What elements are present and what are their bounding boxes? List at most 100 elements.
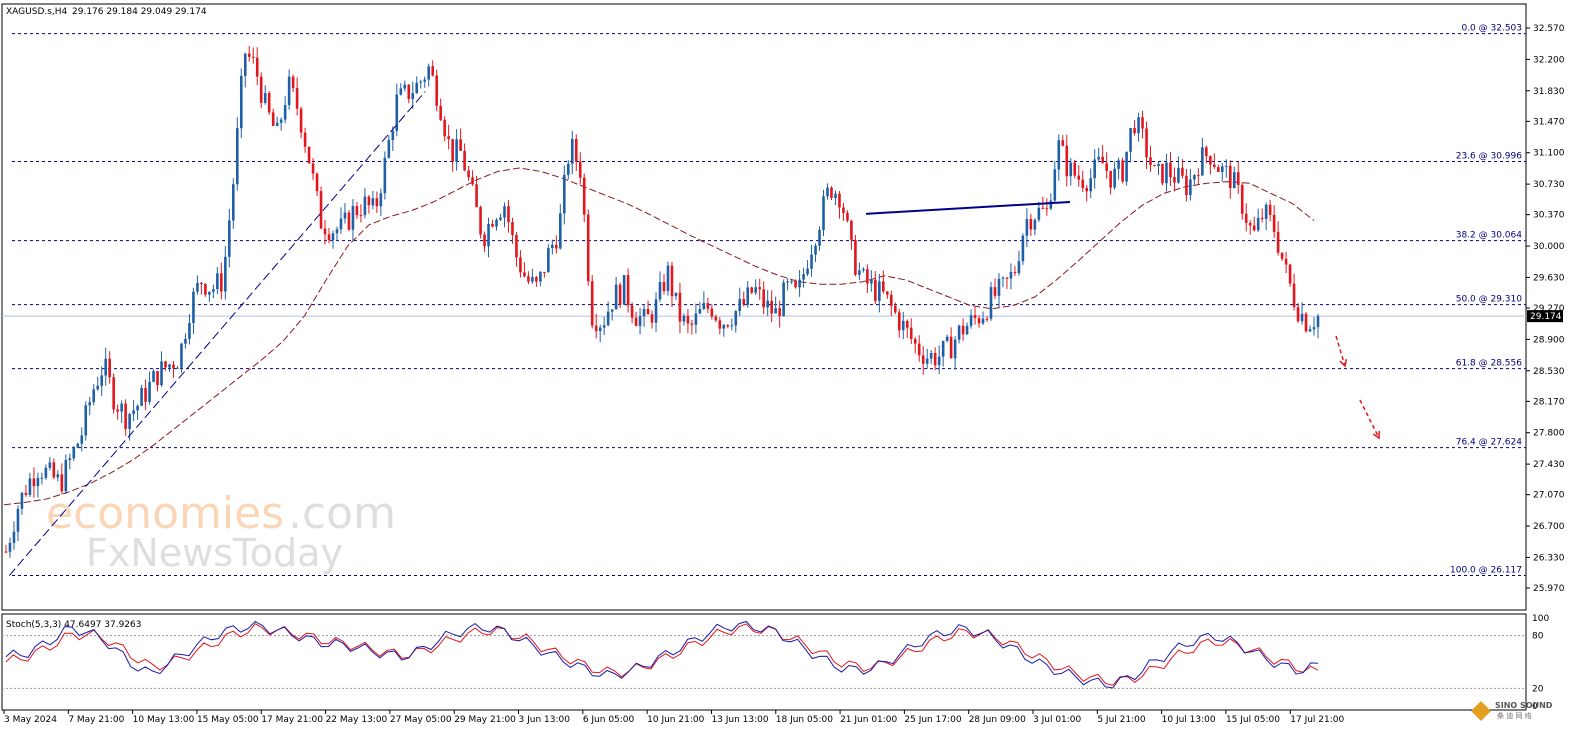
- candle-body: [686, 315, 690, 324]
- price-tick-label: 32.200: [1533, 55, 1565, 65]
- candle-body: [96, 385, 100, 390]
- candle-body: [1033, 219, 1037, 230]
- candle-body: [367, 196, 371, 206]
- price-tick-label: 32.570: [1533, 24, 1565, 34]
- candle-body: [1217, 167, 1220, 172]
- candle-body: [1073, 162, 1077, 176]
- candle-body: [1009, 272, 1013, 279]
- time-tick-label: 17 Jul 21:00: [1290, 715, 1344, 725]
- candle-body: [136, 405, 139, 411]
- candle-body: [734, 311, 738, 326]
- candle-body: [32, 478, 36, 487]
- time-tick-label: 10 Jul 13:00: [1162, 715, 1216, 725]
- time-tick-label: 3 Jun 13:00: [519, 715, 571, 725]
- candle-body: [1268, 204, 1272, 215]
- candle-body: [451, 139, 454, 162]
- candle-body: [630, 305, 634, 318]
- candle-body: [543, 271, 546, 273]
- candle-body: [176, 367, 179, 369]
- candle-body: [299, 108, 303, 133]
- candle-body: [834, 193, 837, 198]
- candle-body: [1069, 162, 1073, 177]
- stoch-level-label: 100: [1532, 614, 1549, 624]
- candle-body: [180, 343, 183, 368]
- stochastic-oscillator: 100 80 20 0: [2, 614, 1549, 712]
- candle-body: [782, 282, 785, 317]
- candle-body: [527, 276, 530, 282]
- candle-body: [802, 274, 805, 280]
- candle-body: [271, 112, 275, 126]
- price-tick-label: 29.630: [1533, 273, 1565, 283]
- candle-body: [124, 403, 127, 429]
- candle-body: [1173, 177, 1176, 183]
- candle-body: [1157, 163, 1160, 167]
- candle-body: [1264, 204, 1268, 220]
- candle-body: [941, 341, 945, 357]
- candle-body: [48, 462, 52, 468]
- candle-body: [519, 257, 522, 273]
- candle-body: [766, 300, 769, 308]
- candle-body: [750, 287, 754, 293]
- time-tick-label: 13 Jun 13:00: [711, 715, 768, 725]
- candle-body: [1077, 175, 1081, 180]
- candle-body: [1244, 213, 1248, 223]
- candle-body: [670, 265, 674, 297]
- candle-body: [551, 244, 554, 248]
- candle-body: [36, 477, 40, 487]
- time-tick-label: 7 May 21:00: [68, 715, 124, 725]
- candle-body: [443, 119, 446, 137]
- candle-body: [981, 318, 985, 324]
- fib-label: 50.0 @ 29.310: [1456, 295, 1523, 305]
- candle-body: [965, 325, 969, 335]
- candle-body: [56, 474, 60, 478]
- candle-body: [200, 282, 203, 284]
- candle-body: [1017, 261, 1021, 274]
- time-tick-label: 17 May 21:00: [261, 715, 323, 725]
- candle-body: [654, 299, 658, 323]
- candle-body: [495, 219, 498, 227]
- stochastic-label: Stoch(5,3,3) 47.6497 37.9263: [6, 620, 141, 630]
- candle-body: [582, 177, 586, 215]
- fib-label: 100.0 @ 26.117: [1450, 566, 1522, 576]
- candle-body: [674, 292, 678, 297]
- candle-body: [742, 298, 746, 305]
- candle-body: [854, 239, 857, 275]
- candle-body: [16, 508, 20, 532]
- candle-body: [810, 254, 813, 269]
- candle-body: [614, 284, 618, 310]
- candle-body: [267, 92, 271, 113]
- candle-body: [20, 492, 24, 509]
- trendline: [8, 91, 426, 576]
- price-tick-label: 25.970: [1533, 584, 1565, 594]
- candle-body: [1021, 235, 1025, 262]
- candle-body: [132, 410, 135, 414]
- candle-body: [52, 462, 56, 478]
- candle-body: [1145, 128, 1148, 158]
- candle-body: [359, 215, 363, 217]
- candle-body: [706, 303, 710, 309]
- candle-body: [1101, 156, 1104, 164]
- candle-body: [455, 139, 458, 162]
- candle-body: [682, 315, 686, 322]
- candle-body: [694, 313, 698, 325]
- candle-body: [1213, 164, 1216, 168]
- candle-body: [858, 270, 861, 275]
- stoch-main-line: [5, 620, 1319, 689]
- candle-body: [913, 339, 917, 344]
- candle-body: [88, 402, 92, 406]
- candle-body: [973, 315, 977, 319]
- candle-body: [363, 196, 367, 216]
- candle-body: [463, 150, 466, 171]
- symbol-label: XAGUSD.s,H4: [6, 7, 68, 17]
- candle-body: [1161, 163, 1164, 184]
- candle-body: [100, 375, 104, 386]
- candle-body: [1300, 313, 1304, 322]
- corner-logo: SINO SOUND 桑 迪 网 络: [1471, 701, 1553, 721]
- candle-body: [806, 268, 809, 275]
- candle-body: [1061, 140, 1065, 146]
- candle-body: [160, 361, 163, 386]
- candle-body: [499, 217, 502, 220]
- candle-body: [993, 287, 997, 296]
